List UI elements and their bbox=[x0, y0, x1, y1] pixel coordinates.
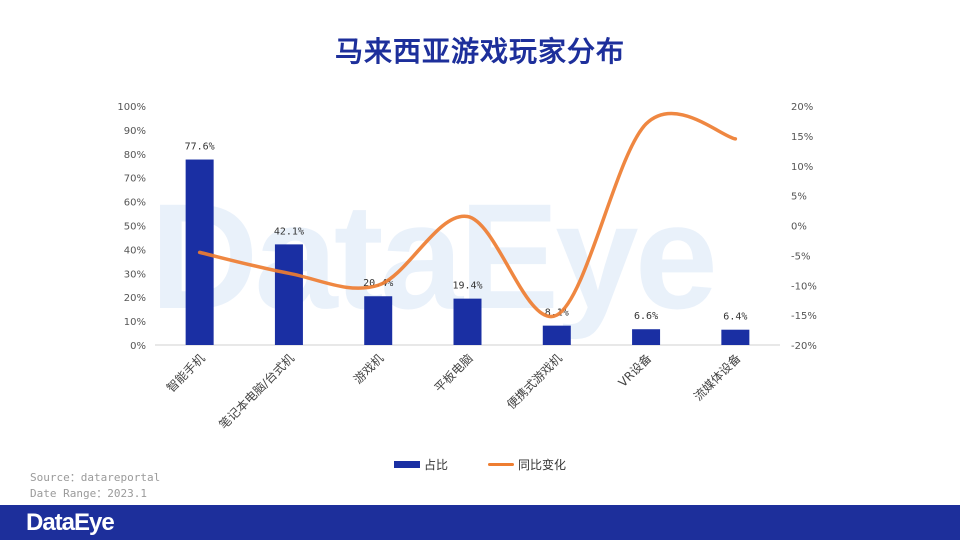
x-tick-label: 游戏机 bbox=[351, 351, 386, 386]
bar bbox=[274, 244, 303, 345]
y-left-tick-label: 60% bbox=[124, 198, 146, 209]
legend: 占比 同比变化 bbox=[0, 456, 960, 473]
legend-line-swatch bbox=[488, 463, 514, 466]
y-left-tick-label: 40% bbox=[124, 245, 146, 256]
bar-value-label: 6.6% bbox=[634, 311, 658, 322]
bar bbox=[364, 296, 393, 345]
y-right-tick-label: -10% bbox=[791, 281, 817, 292]
x-tick-label: 智能手机 bbox=[163, 351, 208, 396]
date-range-line: Date Range：2023.1 bbox=[30, 487, 147, 500]
y-right-tick-label: 5% bbox=[791, 192, 807, 203]
source-note: Source：datareportal Date Range：2023.1 bbox=[30, 470, 160, 502]
legend-bar-label: 占比 bbox=[423, 458, 448, 472]
legend-item-line: 同比变化 bbox=[488, 456, 566, 473]
y-right-tick-label: 15% bbox=[791, 132, 813, 143]
y-left-tick-label: 10% bbox=[124, 317, 146, 328]
bar bbox=[721, 329, 750, 345]
bar-value-label: 6.4% bbox=[723, 312, 747, 323]
bar-value-label: 77.6% bbox=[185, 142, 215, 153]
source-line: Source：datareportal bbox=[30, 471, 161, 484]
y-left-tick-label: 30% bbox=[124, 269, 146, 280]
bar bbox=[632, 329, 661, 345]
chart-title: 马来西亚游戏玩家分布 bbox=[334, 35, 625, 68]
x-tick-label: 笔记本电脑/台式机 bbox=[216, 351, 297, 432]
y-right-tick-label: -5% bbox=[791, 251, 810, 262]
legend-line-label: 同比变化 bbox=[518, 458, 567, 472]
y-right-tick-label: 10% bbox=[791, 162, 813, 173]
y-left-tick-label: 80% bbox=[124, 150, 146, 161]
y-right-tick-label: -20% bbox=[791, 341, 817, 352]
y-right-tick-label: 0% bbox=[791, 222, 807, 233]
bar-value-label: 42.1% bbox=[274, 226, 304, 237]
bar bbox=[453, 298, 482, 345]
y-right-tick-label: 20% bbox=[791, 102, 813, 113]
y-right-tick-label: -15% bbox=[791, 311, 817, 322]
y-left-tick-label: 90% bbox=[124, 126, 146, 137]
y-left-tick-label: 70% bbox=[124, 174, 146, 185]
bar bbox=[542, 325, 571, 345]
y-left-tick-label: 100% bbox=[117, 102, 146, 113]
x-tick-label: VR设备 bbox=[616, 351, 655, 390]
footer-bar: DataEye bbox=[0, 505, 960, 540]
x-tick-label: 流媒体设备 bbox=[691, 351, 743, 403]
x-tick-label: 平板电脑 bbox=[432, 351, 476, 395]
legend-item-bar: 占比 bbox=[393, 456, 448, 473]
y-left-tick-label: 0% bbox=[130, 341, 146, 352]
footer-logo: DataEye bbox=[26, 509, 115, 536]
y-left-tick-label: 20% bbox=[124, 293, 146, 304]
line-series-path bbox=[197, 111, 738, 319]
legend-bar-swatch bbox=[393, 461, 420, 468]
watermark: DataEye bbox=[150, 172, 718, 340]
x-tick-label: 便携式游戏机 bbox=[503, 351, 565, 413]
bar-value-label: 19.4% bbox=[452, 281, 482, 292]
y-left-tick-label: 50% bbox=[124, 222, 146, 233]
